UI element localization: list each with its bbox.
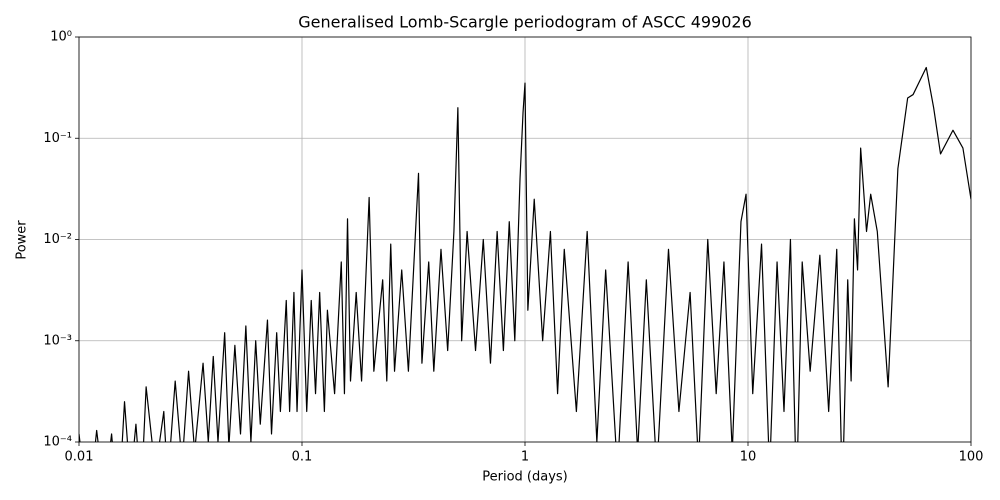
y-tick-label: 10⁻¹ [43,131,72,146]
series-line [79,66,971,442]
x-tick-label: 0.01 [65,450,94,465]
x-tick-label: 0.1 [292,450,313,465]
y-tick-label: 10⁻³ [43,333,72,348]
x-axis-label: Period (days) [482,470,568,485]
y-axis-label: Power [15,220,30,260]
x-tick-label: 10 [740,450,757,465]
y-tick-label: 10⁻² [43,232,72,247]
chart-title: Generalised Lomb-Scargle periodogram of … [298,13,752,32]
x-tick-label: 1 [521,450,529,465]
x-tick-label: 100 [959,450,984,465]
y-tick-label: 10⁰ [50,30,72,45]
y-tick-label: 10⁻⁴ [43,435,72,450]
